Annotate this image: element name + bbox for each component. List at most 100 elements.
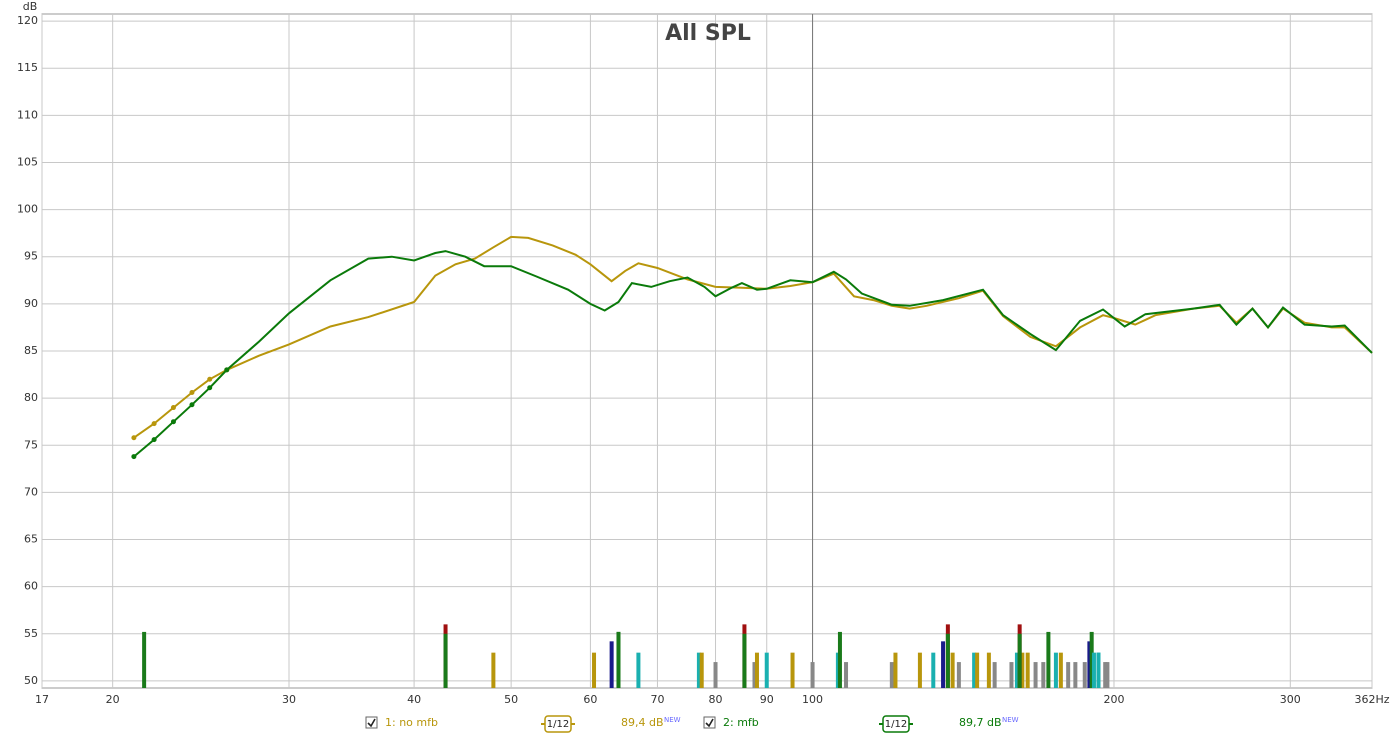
y-tick-label: 75 <box>24 438 38 451</box>
mode-bar <box>142 631 147 688</box>
mode-bar <box>1087 641 1092 688</box>
series-line <box>133 250 1373 458</box>
level-label: 89,7 dB <box>959 716 1002 729</box>
legend-label: 2: mfb <box>723 716 759 729</box>
checkmark <box>367 718 376 728</box>
mode-bar <box>837 631 842 688</box>
mode-bar <box>1017 633 1022 688</box>
smoothing-box[interactable] <box>882 715 910 733</box>
mode-bar <box>636 652 641 688</box>
y-axis-label: dB <box>23 0 38 13</box>
y-tick-label: 120 <box>17 14 38 27</box>
mode-bar <box>713 662 718 688</box>
point <box>170 419 176 425</box>
mode-bar <box>941 641 946 688</box>
mode-bar <box>975 652 980 688</box>
mode-bar <box>950 652 955 688</box>
x-tick-label: 80 <box>709 693 723 706</box>
y-tick-label: 115 <box>17 61 38 74</box>
smoothing-label: 1/12 <box>885 719 907 730</box>
point <box>224 367 230 373</box>
mode-bar <box>992 662 997 688</box>
mode-bar <box>1089 631 1094 688</box>
mode-bar <box>491 652 496 688</box>
point <box>131 454 137 460</box>
x-tick-label: 200 <box>1103 693 1124 706</box>
y-tick-label: 105 <box>17 155 38 168</box>
mode-bar <box>1014 652 1019 688</box>
y-tick-label: 100 <box>17 203 38 216</box>
x-tick-label: 300 <box>1280 693 1301 706</box>
mode-bar <box>609 641 614 688</box>
mode-bar <box>844 662 849 688</box>
mode-bar <box>835 652 840 688</box>
mode-bar <box>1025 652 1030 688</box>
new-badge: NEW <box>1002 716 1019 724</box>
y-tick-label: 95 <box>24 250 38 263</box>
mode-bar <box>917 652 922 688</box>
x-tick-label: 17 <box>35 693 49 706</box>
mode-bar <box>1046 631 1051 688</box>
y-tick-label: 55 <box>24 627 38 640</box>
x-tick-label: 60 <box>583 693 597 706</box>
legend-label: 1: no mfb <box>385 716 438 729</box>
new-badge: NEW <box>664 716 681 724</box>
mode-bar <box>1096 652 1101 688</box>
mode-bar <box>752 662 757 688</box>
y-tick-label: 90 <box>24 297 38 310</box>
mode-bar <box>1058 652 1063 688</box>
point <box>189 402 195 408</box>
x-tick-label: 90 <box>760 693 774 706</box>
x-tick-label: 40 <box>407 693 421 706</box>
mode-bar <box>972 652 977 688</box>
y-tick-label: 60 <box>24 580 38 593</box>
checkmark <box>705 718 714 728</box>
point <box>170 405 176 411</box>
y-tick-label: 80 <box>24 391 38 404</box>
mode-bar <box>699 652 704 688</box>
mode-bar <box>742 633 747 688</box>
point <box>131 435 137 441</box>
mode-bar <box>986 652 991 688</box>
point <box>151 421 157 427</box>
mode-bar <box>1066 662 1071 688</box>
mode-bar <box>889 662 894 688</box>
checkbox[interactable] <box>365 716 378 729</box>
mode-bar <box>1082 662 1087 688</box>
mode-bar <box>945 633 950 688</box>
mode-bar <box>754 652 759 688</box>
x-tick-label: 30 <box>282 693 296 706</box>
x-tick-label: 362Hz <box>1354 693 1389 706</box>
mode-bar <box>592 652 597 688</box>
mode-bar <box>1053 652 1058 688</box>
y-tick-label: 110 <box>17 108 38 121</box>
mode-bar <box>764 652 769 688</box>
mode-bar <box>810 662 815 688</box>
plot-area: 50 55 60 65 70 75 80 85 90 95 100 105 110 115 120 17 20 3… <box>17 13 1390 706</box>
smoothing-label: 1/12 <box>547 719 569 730</box>
smoothing-box[interactable] <box>544 715 572 733</box>
mode-bar <box>1033 662 1038 688</box>
mode-bar <box>893 652 898 688</box>
mode-bar <box>790 652 795 688</box>
y-tick-label: 70 <box>24 485 38 498</box>
point <box>189 389 195 395</box>
checkbox[interactable] <box>703 716 716 729</box>
level-label: 89,4 dB <box>621 716 664 729</box>
mode-bar <box>956 662 961 688</box>
mode-bar <box>616 631 621 688</box>
x-tick-label: 70 <box>650 693 664 706</box>
mode-bar <box>1105 662 1110 688</box>
x-tick-label: 20 <box>106 693 120 706</box>
legend: 1: no mfb 1/12 89,4 dB NEW 2: mfb 1/12 89,7 dB… <box>365 715 1019 733</box>
mode-bar <box>1041 662 1046 688</box>
mode-bar <box>443 633 448 688</box>
x-tick-label: 100 <box>802 693 823 706</box>
mode-bar <box>1103 662 1108 688</box>
mode-bar <box>1091 652 1096 688</box>
point <box>207 385 213 391</box>
y-tick-label: 65 <box>24 533 38 546</box>
mode-bar <box>1009 662 1014 688</box>
mode-bar <box>931 652 936 688</box>
mode-bar <box>1073 662 1078 688</box>
